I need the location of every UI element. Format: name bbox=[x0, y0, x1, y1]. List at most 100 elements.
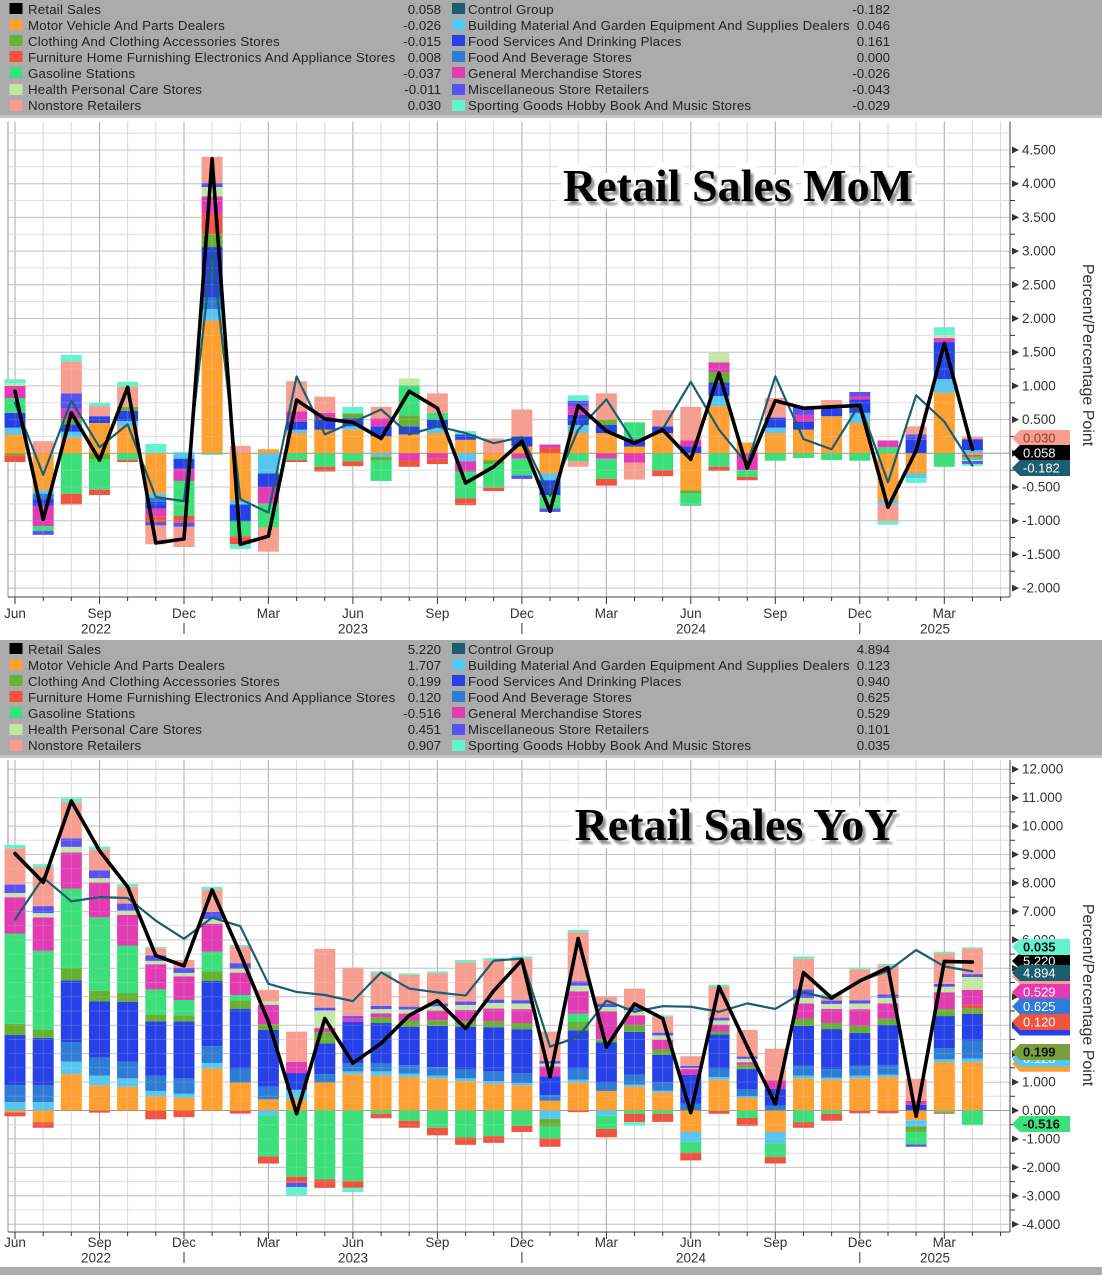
svg-text:2022: 2022 bbox=[81, 1251, 111, 1266]
svg-text:Furniture Home Furnishing Elec: Furniture Home Furnishing Electronics An… bbox=[28, 50, 396, 65]
svg-text:4.894: 4.894 bbox=[857, 642, 890, 657]
svg-text:-0.516: -0.516 bbox=[1023, 1117, 1060, 1132]
svg-text:0.451: 0.451 bbox=[408, 722, 441, 737]
svg-text:Building Material And Garden E: Building Material And Garden Equipment A… bbox=[468, 18, 850, 33]
svg-text:Health Personal Care Stores: Health Personal Care Stores bbox=[28, 82, 202, 97]
svg-text:-0.015: -0.015 bbox=[403, 34, 441, 49]
svg-text:Gasoline Stations: Gasoline Stations bbox=[28, 706, 135, 721]
svg-text:0.008: 0.008 bbox=[408, 50, 441, 65]
svg-text:4.000: 4.000 bbox=[1022, 176, 1056, 191]
svg-text:2022: 2022 bbox=[81, 622, 111, 637]
svg-text:Retail Sales: Retail Sales bbox=[28, 642, 101, 657]
svg-text:-0.500: -0.500 bbox=[1022, 480, 1060, 495]
svg-text:Sep: Sep bbox=[763, 606, 787, 621]
svg-text:Mar: Mar bbox=[933, 606, 957, 621]
svg-text:Nonstore Retailers: Nonstore Retailers bbox=[28, 98, 142, 113]
svg-text:2025: 2025 bbox=[920, 1251, 950, 1266]
svg-text:-0.026: -0.026 bbox=[403, 18, 441, 33]
svg-text:Mar: Mar bbox=[257, 606, 281, 621]
svg-text:2025: 2025 bbox=[920, 622, 950, 637]
svg-text:2024: 2024 bbox=[676, 1251, 707, 1266]
svg-text:0.529: 0.529 bbox=[1023, 985, 1056, 1000]
svg-text:-0.029: -0.029 bbox=[852, 98, 890, 113]
svg-text:Mar: Mar bbox=[257, 1235, 281, 1250]
svg-text:Dec: Dec bbox=[848, 606, 872, 621]
svg-text:0.500: 0.500 bbox=[1022, 412, 1056, 427]
svg-text:Health Personal Care Stores: Health Personal Care Stores bbox=[28, 722, 202, 737]
svg-text:Food And Beverage Stores: Food And Beverage Stores bbox=[468, 690, 632, 705]
svg-text:Dec: Dec bbox=[172, 606, 196, 621]
svg-text:Nonstore Retailers: Nonstore Retailers bbox=[28, 738, 142, 753]
svg-text:-0.026: -0.026 bbox=[852, 66, 890, 81]
svg-text:Sep: Sep bbox=[87, 1235, 111, 1250]
svg-text:0.035: 0.035 bbox=[1023, 940, 1056, 955]
svg-text:0.907: 0.907 bbox=[408, 738, 441, 753]
svg-text:Retail Sales MoM: Retail Sales MoM bbox=[563, 160, 913, 211]
svg-text:Sep: Sep bbox=[87, 606, 111, 621]
svg-text:Mar: Mar bbox=[933, 1235, 957, 1250]
svg-text:-0.516: -0.516 bbox=[403, 706, 441, 721]
svg-text:Miscellaneous Store Retailers: Miscellaneous Store Retailers bbox=[468, 82, 649, 97]
svg-text:-2.000: -2.000 bbox=[1022, 581, 1060, 596]
svg-text:Dec: Dec bbox=[510, 1235, 534, 1250]
svg-text:0.199: 0.199 bbox=[1023, 1045, 1056, 1060]
svg-text:0.161: 0.161 bbox=[857, 34, 890, 49]
svg-text:0.000: 0.000 bbox=[857, 50, 890, 65]
svg-text:0.529: 0.529 bbox=[857, 706, 890, 721]
svg-text:4.500: 4.500 bbox=[1022, 143, 1056, 158]
svg-text:2024: 2024 bbox=[676, 622, 707, 637]
svg-text:0.940: 0.940 bbox=[857, 674, 890, 689]
svg-text:-0.037: -0.037 bbox=[403, 66, 441, 81]
svg-text:Miscellaneous Store Retailers: Miscellaneous Store Retailers bbox=[468, 722, 649, 737]
svg-text:-0.182: -0.182 bbox=[852, 2, 890, 17]
svg-text:Jun: Jun bbox=[4, 1235, 26, 1250]
svg-text:Dec: Dec bbox=[848, 1235, 872, 1250]
svg-text:Jun: Jun bbox=[680, 606, 702, 621]
svg-text:-1.500: -1.500 bbox=[1022, 547, 1060, 562]
svg-text:Retail Sales YoY: Retail Sales YoY bbox=[575, 799, 898, 850]
svg-text:10.000: 10.000 bbox=[1022, 819, 1063, 834]
svg-text:-2.000: -2.000 bbox=[1022, 1160, 1060, 1175]
svg-text:2023: 2023 bbox=[338, 1251, 368, 1266]
svg-text:-1.000: -1.000 bbox=[1022, 1131, 1060, 1146]
svg-text:Sporting Goods Hobby Book And: Sporting Goods Hobby Book And Music Stor… bbox=[468, 98, 751, 113]
svg-text:Mar: Mar bbox=[595, 606, 619, 621]
svg-text:-0.182: -0.182 bbox=[1023, 461, 1060, 476]
svg-text:General Merchandise Stores: General Merchandise Stores bbox=[468, 66, 642, 81]
svg-text:8.000: 8.000 bbox=[1022, 876, 1056, 891]
svg-text:0.058: 0.058 bbox=[1023, 446, 1056, 461]
svg-text:0.030: 0.030 bbox=[1023, 431, 1056, 446]
svg-text:0.625: 0.625 bbox=[857, 690, 890, 705]
svg-text:2.000: 2.000 bbox=[1022, 311, 1056, 326]
svg-text:Sep: Sep bbox=[425, 606, 449, 621]
svg-text:0.625: 0.625 bbox=[1023, 999, 1056, 1014]
svg-text:Gasoline Stations: Gasoline Stations bbox=[28, 66, 135, 81]
svg-text:3.500: 3.500 bbox=[1022, 210, 1056, 225]
svg-text:Clothing And Clothing Accessor: Clothing And Clothing Accessories Stores bbox=[28, 674, 280, 689]
svg-text:Furniture Home Furnishing Elec: Furniture Home Furnishing Electronics An… bbox=[28, 690, 396, 705]
svg-text:0.035: 0.035 bbox=[857, 738, 890, 753]
svg-text:Control Group: Control Group bbox=[468, 2, 554, 17]
svg-text:Clothing And Clothing Accessor: Clothing And Clothing Accessories Stores bbox=[28, 34, 280, 49]
svg-text:Food Services And Drinking Pla: Food Services And Drinking Places bbox=[468, 674, 682, 689]
svg-text:Retail Sales: Retail Sales bbox=[28, 2, 101, 17]
svg-text:12.000: 12.000 bbox=[1022, 762, 1063, 777]
svg-text:Percent/Percentage Point: Percent/Percentage Point bbox=[1079, 264, 1096, 447]
svg-text:1.000: 1.000 bbox=[1022, 1075, 1056, 1090]
svg-text:3.000: 3.000 bbox=[1022, 244, 1056, 259]
svg-text:1.000: 1.000 bbox=[1022, 378, 1056, 393]
svg-text:Jun: Jun bbox=[680, 1235, 702, 1250]
svg-text:1.500: 1.500 bbox=[1022, 345, 1056, 360]
svg-text:Jun: Jun bbox=[342, 606, 364, 621]
svg-text:General Merchandise Stores: General Merchandise Stores bbox=[468, 706, 642, 721]
svg-text:Sporting Goods Hobby Book And: Sporting Goods Hobby Book And Music Stor… bbox=[468, 738, 751, 753]
svg-text:Motor Vehicle And Parts Dealer: Motor Vehicle And Parts Dealers bbox=[28, 658, 225, 673]
svg-text:Jun: Jun bbox=[4, 606, 26, 621]
svg-text:Food And Beverage Stores: Food And Beverage Stores bbox=[468, 50, 632, 65]
svg-text:0.058: 0.058 bbox=[408, 2, 441, 17]
svg-text:7.000: 7.000 bbox=[1022, 904, 1056, 919]
svg-text:Sep: Sep bbox=[763, 1235, 787, 1250]
svg-text:Motor Vehicle And Parts Dealer: Motor Vehicle And Parts Dealers bbox=[28, 18, 225, 33]
svg-text:11.000: 11.000 bbox=[1022, 790, 1062, 805]
svg-text:0.120: 0.120 bbox=[1023, 1015, 1056, 1030]
